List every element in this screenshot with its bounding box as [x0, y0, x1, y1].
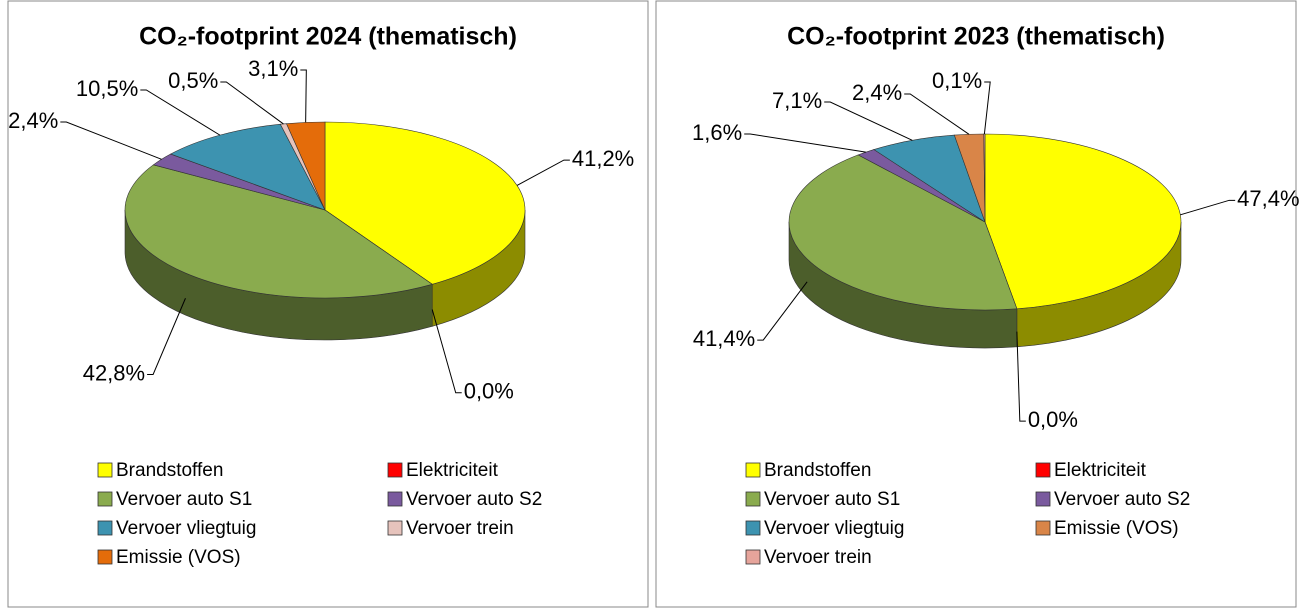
pie-tops [124, 121, 526, 299]
legend-swatch [745, 520, 761, 536]
leader-line [147, 298, 186, 375]
legend-label: Vervoer auto S2 [1054, 489, 1190, 510]
legend-label: Emissie (VOS) [1054, 518, 1179, 539]
legend-swatch [745, 462, 761, 478]
pie-tops [788, 133, 1182, 311]
legend-label: Brandstoffen [764, 460, 871, 481]
data-label: 41,4% [693, 326, 755, 351]
legend-swatch [387, 462, 403, 478]
data-label: 0,1% [932, 68, 982, 93]
chart-title: CO₂-footprint 2024 (thematisch) [139, 23, 517, 51]
legend-swatch [1035, 520, 1051, 536]
legend-label: Elektriciteit [1054, 460, 1147, 481]
leader-line [1180, 199, 1236, 216]
data-label: 2,4% [8, 108, 58, 133]
pie-slice [788, 154, 1018, 311]
leader-line [516, 159, 570, 186]
legend-swatch [1035, 491, 1051, 507]
pie-slice [286, 121, 326, 211]
leader-line [431, 309, 462, 394]
leader-line [1016, 331, 1026, 422]
legend-swatch [387, 520, 403, 536]
data-label: 41,2% [572, 146, 634, 171]
legend-label: Elektriciteit [406, 460, 499, 481]
data-label: 3,1% [248, 56, 298, 81]
pie-slice [983, 133, 986, 223]
leader-line [140, 89, 221, 136]
data-label: 0,0% [1028, 407, 1078, 432]
legend-swatch [97, 549, 113, 565]
data-label: 42,8% [83, 360, 145, 385]
data-label: 47,4% [1237, 186, 1299, 211]
legend-swatch [1035, 462, 1051, 478]
data-label: 1,6% [692, 120, 742, 145]
leader-line [60, 121, 162, 160]
leader-line [904, 93, 970, 135]
leader-line [757, 281, 808, 341]
legend-label: Vervoer vliegtuig [116, 518, 256, 539]
legend-swatch [745, 491, 761, 507]
leader-line [824, 101, 913, 141]
data-label: 7,1% [772, 88, 822, 113]
pie-slice [124, 164, 433, 299]
legend-label: Vervoer trein [406, 518, 514, 539]
legend-label: Vervoer trein [764, 547, 872, 568]
legend-label: Vervoer auto S1 [764, 489, 900, 510]
data-label: 0,5% [168, 68, 218, 93]
leader-line [300, 69, 307, 123]
legend-swatch [97, 491, 113, 507]
data-label: 10,5% [76, 76, 138, 101]
legend-label: Emissie (VOS) [116, 547, 241, 568]
legend-label: Vervoer auto S1 [116, 489, 252, 510]
legend-label: Brandstoffen [116, 460, 223, 481]
leader-line [220, 81, 284, 125]
leader-line [983, 81, 991, 135]
chart-title: CO₂-footprint 2023 (thematisch) [787, 23, 1165, 51]
leader-line [744, 133, 866, 153]
legend-swatch [97, 462, 113, 478]
legend-swatch [97, 520, 113, 536]
pie-slice [984, 133, 1182, 310]
legend-swatch [745, 549, 761, 565]
data-label: 0,0% [464, 379, 514, 404]
pie-slice [324, 121, 526, 285]
legend-swatch [387, 491, 403, 507]
legend-label: Vervoer vliegtuig [764, 518, 904, 539]
data-label: 2,4% [852, 80, 902, 105]
legend-label: Vervoer auto S2 [406, 489, 542, 510]
